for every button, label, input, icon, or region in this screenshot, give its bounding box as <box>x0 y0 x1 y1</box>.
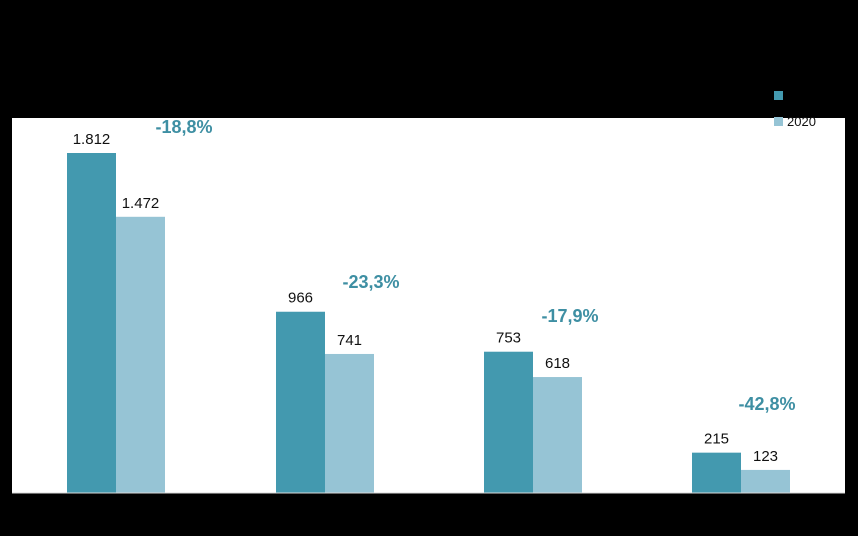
legend-label: 2020 <box>787 114 816 129</box>
change-annotation: -18,8% <box>155 117 212 137</box>
legend-swatch <box>774 91 783 100</box>
bar-value-label: 123 <box>753 448 778 465</box>
bar-value-label: 215 <box>704 431 729 448</box>
change-annotation: -23,3% <box>342 272 399 292</box>
bar-series2-cat3 <box>533 377 582 493</box>
bar-value-label: 618 <box>545 355 570 372</box>
bar-series1-cat2 <box>276 311 325 493</box>
bar-series1-cat1 <box>67 153 116 493</box>
bar-value-label: 966 <box>288 290 313 307</box>
bar-value-label: 1.812 <box>73 131 111 148</box>
bar-series2-cat4 <box>741 469 790 493</box>
change-annotation: -17,9% <box>541 306 598 326</box>
change-annotation: -42,8% <box>738 394 795 414</box>
bar-series2-cat2 <box>325 353 374 493</box>
bar-value-label: 741 <box>337 332 362 349</box>
bar-value-label: 753 <box>496 330 521 347</box>
bar-series1-cat4 <box>692 452 741 493</box>
bar-value-label: 1.472 <box>122 195 160 212</box>
bar-series2-cat1 <box>116 216 165 493</box>
bar-series1-cat3 <box>484 351 533 493</box>
legend-swatch <box>774 117 783 126</box>
